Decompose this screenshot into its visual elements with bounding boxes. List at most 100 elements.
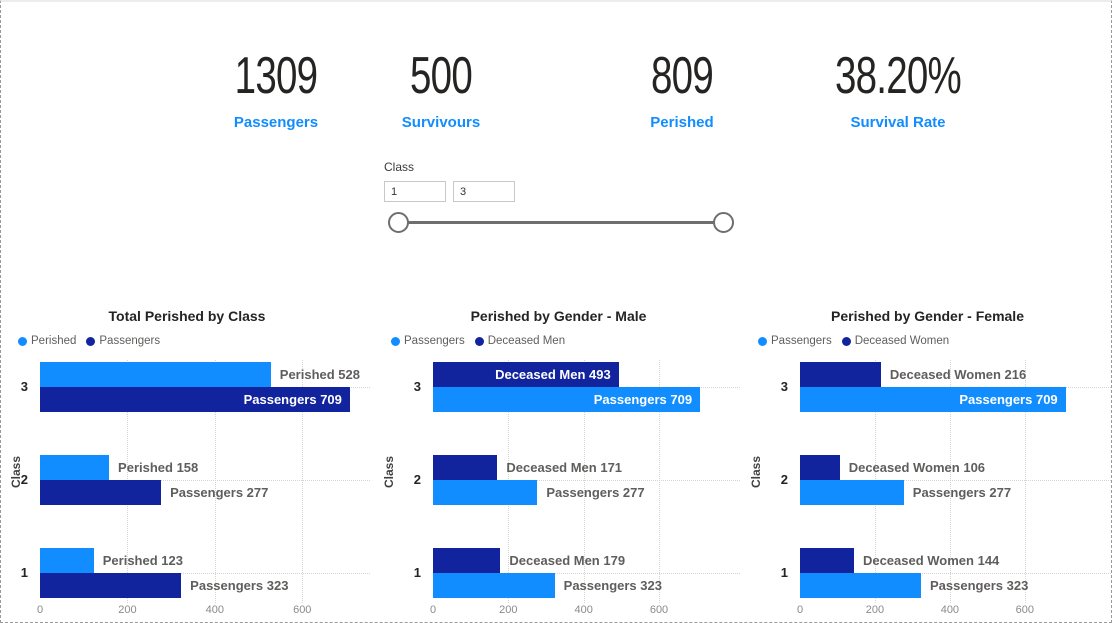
x-axis-tick-label: 600 (1015, 604, 1034, 616)
gridline-vertical (302, 360, 304, 603)
kpi-value: 1309 (234, 47, 318, 105)
bar-row: Deceased Men 493 (433, 362, 740, 387)
slicer-range-start-input[interactable] (384, 181, 446, 202)
plot-area: Deceased Men 493 Passengers 709 Deceased M… (433, 360, 740, 603)
bar-deceased-women[interactable] (800, 362, 881, 387)
bar-passengers[interactable] (433, 480, 538, 505)
x-axis-tick-label: 400 (574, 604, 593, 616)
legend-dot-icon (18, 336, 27, 346)
category-axis-label: 1 (20, 565, 28, 580)
gridline-horizontal (800, 480, 1111, 481)
bar-perished[interactable] (40, 548, 94, 573)
legend-dot-icon (86, 336, 96, 346)
bar-row: Passengers 323 (800, 573, 1111, 598)
legend-item[interactable]: Passengers (86, 335, 160, 347)
bar-passengers[interactable] (800, 573, 922, 598)
bar-row: Passengers 277 (800, 480, 1111, 505)
x-axis-tick-label: 0 (796, 604, 804, 616)
bar-row: Perished 123 (40, 548, 370, 573)
x-axis-tick-label: 200 (118, 604, 137, 616)
legend-label: Passengers (771, 335, 832, 347)
legend-label: Deceased Women (854, 335, 950, 347)
bar-passengers[interactable]: Passengers 709 (40, 387, 350, 412)
legend-item[interactable]: Deceased Men (474, 335, 566, 347)
bar-row: Passengers 709 (433, 387, 740, 412)
bar-data-label: Deceased Women 106 (848, 460, 986, 475)
bar-deceased-women[interactable] (800, 455, 840, 480)
bar-deceased-men[interactable]: Deceased Men 493 (433, 362, 619, 387)
x-axis: 0 200 400 600 (796, 604, 1111, 618)
bar-deceased-men[interactable] (433, 455, 498, 480)
bar-row: Passengers 709 (800, 387, 1111, 412)
x-axis-tick-label: 200 (865, 604, 885, 616)
bar-data-label: Deceased Men 493 (495, 367, 611, 382)
bar-deceased-men[interactable] (433, 548, 501, 573)
legend-item[interactable]: Passengers (758, 335, 832, 347)
bar-row: Perished 158 (40, 455, 370, 480)
class-range-slicer: Class (384, 160, 734, 238)
slicer-range-end-input[interactable] (453, 181, 515, 202)
chart-perished-by-gender-male: Perished by Gender - Male Passengers Dece… (375, 302, 742, 620)
bar-deceased-women[interactable] (800, 548, 854, 573)
bar-row: Passengers 277 (40, 480, 370, 505)
legend-label: Passengers (404, 335, 465, 347)
x-axis-tick-label: 400 (940, 604, 960, 616)
slider-handle-start[interactable] (388, 212, 409, 233)
bar-data-label: Deceased Women 216 (889, 367, 1027, 382)
bar-passengers[interactable]: Passengers 709 (800, 387, 1066, 412)
kpi-label: Survival Rate (850, 114, 946, 131)
kpi-label: Perished (650, 114, 714, 131)
bar-passengers[interactable] (433, 573, 555, 598)
legend-label: Deceased Men (487, 335, 566, 347)
category-axis-label: 3 (413, 379, 421, 394)
bar-data-label: Passengers 323 (563, 578, 662, 593)
plot-area: Deceased Women 216 Passengers 709 Deceased… (800, 360, 1111, 603)
legend-item[interactable]: Perished (18, 335, 76, 347)
bar-data-label: Passengers 277 (170, 485, 269, 500)
category-axis-label: 2 (20, 472, 28, 487)
legend-item[interactable]: Deceased Women (841, 335, 950, 347)
bar-perished[interactable] (40, 362, 271, 387)
category-axis-label: 3 (780, 379, 788, 394)
x-axis-tick-label: 0 (429, 604, 437, 616)
gridline-vertical (659, 360, 660, 603)
slider-track[interactable] (391, 221, 731, 224)
kpi-value: 38.20% (834, 47, 962, 105)
bar-row: Passengers 323 (40, 573, 370, 598)
legend-label: Perished (31, 335, 77, 347)
legend-item[interactable]: Passengers (391, 335, 465, 347)
chart-legend: Perished Passengers (18, 335, 160, 347)
kpi-label: Survivours (401, 114, 481, 131)
bar-passengers[interactable]: Passengers 709 (433, 387, 701, 412)
slicer-inputs (384, 181, 732, 202)
gridline-horizontal (40, 480, 370, 481)
category-axis-label: 2 (780, 472, 788, 487)
bar-data-label: Passengers 709 (593, 392, 693, 407)
x-axis-tick-label: 600 (649, 604, 669, 616)
bar-passengers[interactable] (800, 480, 904, 505)
category-axis-label: 1 (413, 565, 421, 580)
legend-dot-icon (841, 336, 851, 346)
x-axis-tick-label: 400 (205, 604, 225, 616)
legend-label: Passengers (99, 335, 161, 347)
gridline-horizontal (40, 573, 370, 574)
chart-title: Perished by Gender - Female (831, 308, 1024, 324)
chart-total-perished-by-class: Total Perished by Class Perished Passenge… (2, 302, 372, 620)
slicer-title: Class (384, 160, 415, 174)
bar-data-label: Passengers 323 (930, 578, 1029, 593)
bar-passengers[interactable] (40, 573, 182, 598)
slider-handle-end[interactable] (713, 212, 734, 233)
bar-passengers[interactable] (40, 480, 162, 505)
gridline-horizontal (433, 480, 740, 481)
bar-row: Deceased Women 144 (800, 548, 1111, 573)
bar-data-label: Deceased Women 144 (862, 553, 1000, 568)
category-axis-label: 1 (780, 565, 788, 580)
gridline-horizontal (433, 573, 740, 574)
bar-perished[interactable] (40, 455, 110, 480)
kpi-value: 500 (410, 47, 473, 105)
bar-row: Passengers 709 (40, 387, 370, 412)
x-axis-tick-label: 200 (499, 604, 518, 616)
chart-legend: Passengers Deceased Women (758, 335, 949, 347)
x-axis: 0 200 400 600 (429, 604, 740, 618)
bar-data-label: Deceased Men 171 (506, 460, 623, 475)
